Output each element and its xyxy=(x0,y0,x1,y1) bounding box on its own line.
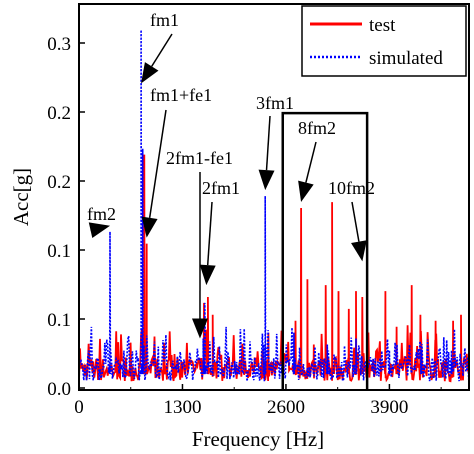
annotation-arrow-head xyxy=(351,240,367,262)
y-axis-label: Acc[g] xyxy=(9,168,33,226)
x-axis-label: Frequency [Hz] xyxy=(192,427,324,451)
annotation-label: fm1+fe1 xyxy=(150,85,212,105)
annotation-arrow-line xyxy=(351,201,360,242)
annotation-arrow-head xyxy=(298,180,314,202)
x-tick-label: 3900 xyxy=(370,397,408,418)
x-tick-label: 2600 xyxy=(267,397,305,418)
y-axis-ticks: 0.0 0.1 0.1 0.2 0.2 0.3 xyxy=(47,34,85,400)
legend-simulated-label: simulated xyxy=(369,48,443,69)
annotation-arrow-line xyxy=(151,33,173,67)
highlight-box-outline xyxy=(281,111,369,390)
annotation-arrow-head xyxy=(141,216,158,238)
traces xyxy=(78,29,470,384)
x-tick-label: 1300 xyxy=(163,397,201,418)
x-tick-label: 0 xyxy=(74,397,84,418)
y-tick-label: 0.1 xyxy=(47,241,71,262)
annotation-label: fm2 xyxy=(87,204,116,224)
annotation-arrow-head xyxy=(258,169,275,191)
y-tick-label: 0.2 xyxy=(47,103,71,124)
y-tick-label: 0.2 xyxy=(47,172,71,193)
annotation-label: fm1 xyxy=(150,10,179,30)
annotation-arrow-line xyxy=(305,141,317,183)
annotation-arrow-head xyxy=(88,222,111,238)
highlight-box xyxy=(281,111,369,390)
plot-frame xyxy=(78,3,470,391)
x-axis-ticks: 0 1300 2600 3900 xyxy=(74,384,442,418)
annotation-label: 2fm1-fe1 xyxy=(166,148,233,168)
annotation-arrow-line xyxy=(206,201,213,266)
y-tick-label: 0.3 xyxy=(47,34,71,55)
annotation-label: 3fm1 xyxy=(256,93,294,113)
annotation-arrow-line xyxy=(265,115,271,171)
legend: test simulated xyxy=(301,5,467,77)
annotation-arrow-head xyxy=(191,318,208,339)
y-tick-label: 0.0 xyxy=(47,379,71,400)
annotation-label: 10fm2 xyxy=(328,178,375,198)
legend-test-label: test xyxy=(369,15,396,36)
annotation-arrow-head xyxy=(141,62,159,84)
annotation-label: 8fm2 xyxy=(298,118,336,138)
legend-box xyxy=(301,5,467,77)
annotation-arrow-head xyxy=(199,264,216,286)
series-simulated-line xyxy=(78,29,470,384)
series-test-line xyxy=(78,154,470,383)
y-tick-label: 0.1 xyxy=(47,310,71,331)
annotation-label: 2fm1 xyxy=(202,178,240,198)
annotation-arrow-line xyxy=(148,109,167,218)
